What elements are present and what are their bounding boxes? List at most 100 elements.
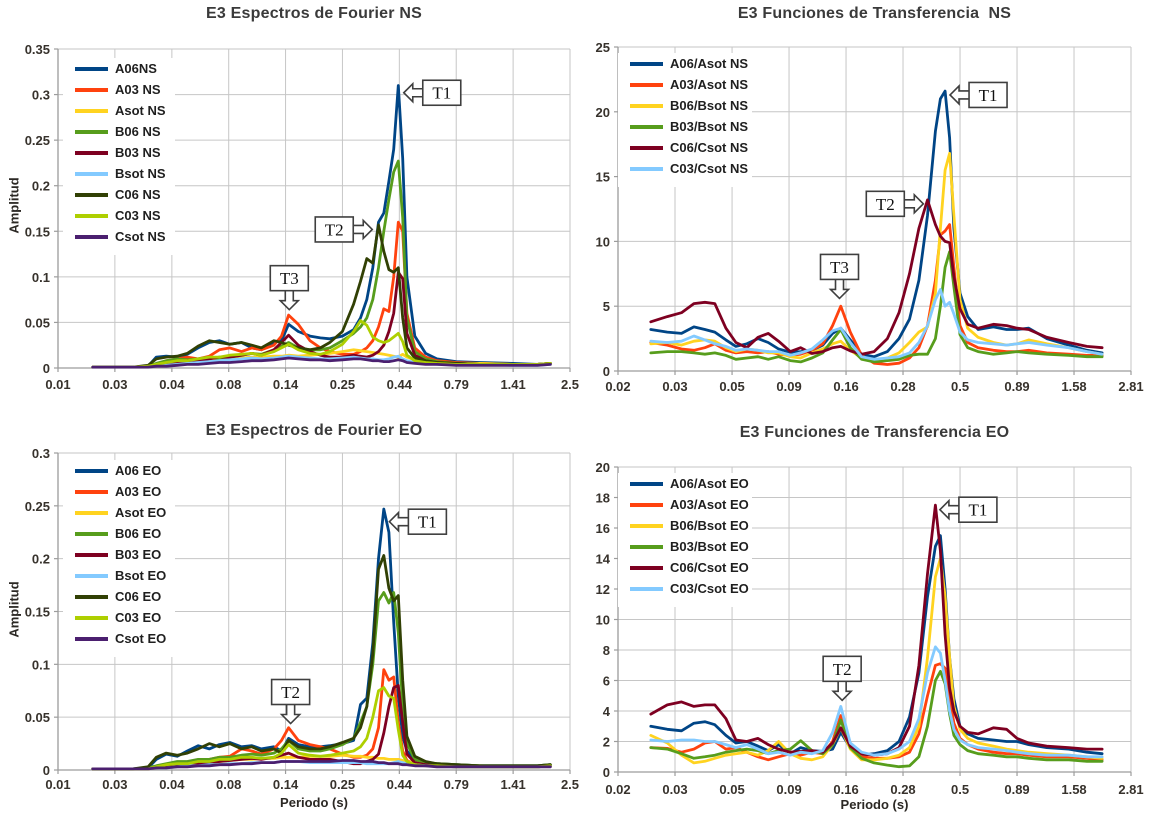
- svg-text:0.5: 0.5: [951, 379, 969, 394]
- svg-text:0.3: 0.3: [32, 88, 50, 103]
- annotation-arrow-t1: [402, 81, 426, 104]
- annotation-text-t3: T3: [830, 258, 849, 277]
- series-lines: [649, 89, 1104, 366]
- annotation-box-t2: [865, 190, 906, 218]
- annotation-arrow-t1: [948, 84, 972, 106]
- series-line-b03-bsot-eo: [649, 669, 1104, 769]
- svg-text:0.35: 0.35: [25, 42, 50, 57]
- svg-text:6: 6: [603, 674, 610, 689]
- series-line-c03-csot-eo: [649, 645, 1104, 759]
- annotation-t3: T3: [269, 264, 310, 311]
- svg-text:0.44: 0.44: [387, 777, 413, 792]
- legend: A06/Asot NS A03/Asot NS B06/Bsot NS B03/Bso…: [618, 53, 752, 187]
- legend-label-c03-csot-eo: C03/Csot EO: [670, 581, 749, 596]
- svg-text:2: 2: [603, 735, 610, 750]
- svg-text:10: 10: [596, 613, 610, 628]
- annotation-box-t1: [421, 79, 462, 107]
- legend-label-b03-ns: B03 NS: [115, 145, 161, 160]
- legend-label-csot-ns: Csot NS: [115, 229, 166, 244]
- legend-label-a03-asot-ns: A03/Asot NS: [670, 77, 748, 92]
- annotation-arrow-t1: [938, 498, 962, 521]
- legend: A06/Asot EO A03/Asot EO B06/Bsot EO B03/Bso…: [618, 473, 752, 607]
- legend-label-c06-eo: C06 EO: [115, 589, 161, 604]
- svg-text:15: 15: [596, 170, 610, 185]
- svg-text:0.44: 0.44: [387, 377, 413, 392]
- series-lines: [649, 503, 1104, 769]
- svg-text:0.05: 0.05: [719, 379, 744, 394]
- svg-text:0.04: 0.04: [159, 377, 185, 392]
- svg-text:0.1: 0.1: [32, 270, 50, 285]
- legend-label-asot-eo: Asot EO: [115, 505, 166, 520]
- annotation-t2: T2: [314, 216, 374, 243]
- svg-text:0.25: 0.25: [330, 777, 355, 792]
- legend-label-c03-csot-ns: C03/Csot NS: [670, 161, 748, 176]
- series-line-a03-asot-ns: [649, 223, 1104, 366]
- legend-label-b06-bsot-eo: B06/Bsot EO: [670, 518, 749, 533]
- plot-espectros-ns: 0.01 0.03 0.04 0.08 0.14 0.25 0.44 0.79 1.41 2.50…: [25, 42, 579, 392]
- svg-text:12: 12: [596, 582, 610, 597]
- chart-title-espectros-ns: E3 Espectros de Fourier NS: [206, 5, 422, 22]
- svg-text:0.03: 0.03: [662, 379, 687, 394]
- legend-label-a06ns: A06NS: [115, 61, 157, 76]
- x-axis-label-periodo-eo-right: Periodo (s): [840, 797, 909, 812]
- series-line-csot-ns: [91, 356, 552, 369]
- svg-text:2.81: 2.81: [1118, 379, 1143, 394]
- svg-text:0.15: 0.15: [25, 605, 50, 620]
- svg-text:1.41: 1.41: [500, 377, 525, 392]
- annotation-text-t1: T1: [979, 86, 998, 105]
- annotation-text-t2: T2: [876, 195, 895, 214]
- svg-text:0.14: 0.14: [273, 777, 299, 792]
- y-axis-ticks: 0 0.05 0.1 0.15 0.2 0.25 0.3: [25, 446, 58, 778]
- annotation-arrow-t2: [831, 678, 854, 702]
- svg-text:0.1: 0.1: [32, 657, 50, 672]
- chart-transferencia-eo: E3 Funciones de Transferencia EO Periodo…: [583, 410, 1166, 820]
- x-axis-ticks: 0.02 0.03 0.05 0.09 0.16 0.28 0.5 0.89 1.58 2.81: [605, 371, 1144, 394]
- svg-text:1.41: 1.41: [500, 777, 525, 792]
- annotation-box-t3: [269, 264, 310, 292]
- annotation-box-t2: [314, 216, 355, 243]
- svg-text:2.5: 2.5: [561, 377, 579, 392]
- y-axis-ticks: 0 5 10 15 20 25: [596, 40, 618, 379]
- chart-title-transferencia-ns: E3 Funciones de Transferencia NS: [737, 5, 1012, 22]
- annotation-arrow-t3: [278, 287, 301, 311]
- svg-text:20: 20: [596, 460, 610, 475]
- y-axis-ticks: 0 0.05 0.1 0.15 0.2 0.25 0.3 0.35: [25, 42, 58, 376]
- annotation-box-t2: [822, 655, 862, 683]
- x-axis-label-periodo-eo-left: Periodo (s): [280, 795, 348, 810]
- svg-text:0.15: 0.15: [25, 224, 50, 239]
- annotation-text-t2: T2: [833, 660, 852, 679]
- svg-text:1.58: 1.58: [1061, 782, 1086, 797]
- legend-label-c03-eo: C03 EO: [115, 610, 161, 625]
- svg-text:0.16: 0.16: [833, 782, 858, 797]
- svg-text:10: 10: [596, 234, 610, 249]
- x-axis-ticks: 0.01 0.03 0.04 0.08 0.14 0.25 0.44 0.79 1.41 2.5: [45, 770, 579, 792]
- svg-text:0.16: 0.16: [833, 379, 858, 394]
- svg-text:0.25: 0.25: [25, 133, 50, 148]
- x-axis-ticks: 0.01 0.03 0.04 0.08 0.14 0.25 0.44 0.79 1.41 2.5: [45, 368, 579, 392]
- svg-text:0.02: 0.02: [605, 379, 630, 394]
- chart-title-transferencia-eo: E3 Funciones de Transferencia EO: [739, 424, 1010, 441]
- legend-label-b03-bsot-ns: B03/Bsot NS: [670, 119, 748, 134]
- series-line-c06-csot-ns: [649, 198, 1104, 356]
- svg-text:0.02: 0.02: [605, 782, 630, 797]
- annotation-arrow-t2: [901, 192, 925, 215]
- legend-label-b03-bsot-eo: B03/Bsot EO: [670, 539, 749, 554]
- svg-text:0.79: 0.79: [444, 777, 469, 792]
- annotation-t1: T1: [388, 508, 448, 535]
- svg-text:16: 16: [596, 521, 610, 536]
- series-line-b06-bsot-eo: [649, 557, 1104, 765]
- svg-text:0.05: 0.05: [25, 710, 50, 725]
- annotation-arrow-t2: [350, 218, 374, 241]
- svg-text:0.09: 0.09: [776, 379, 801, 394]
- svg-text:1.58: 1.58: [1061, 379, 1086, 394]
- svg-text:0.25: 0.25: [330, 377, 355, 392]
- legend: A06 EO A03 EO Asot EO B06 EO B03 EO Bsot EO C0…: [63, 460, 175, 657]
- series-line-b06-eo: [91, 591, 552, 771]
- svg-text:0.89: 0.89: [1004, 782, 1029, 797]
- legend-background: [618, 53, 752, 187]
- svg-text:0.5: 0.5: [951, 782, 969, 797]
- legend-label-bsot-eo: Bsot EO: [115, 568, 166, 583]
- annotation-t1: T1: [948, 81, 1008, 109]
- svg-text:0.28: 0.28: [890, 782, 915, 797]
